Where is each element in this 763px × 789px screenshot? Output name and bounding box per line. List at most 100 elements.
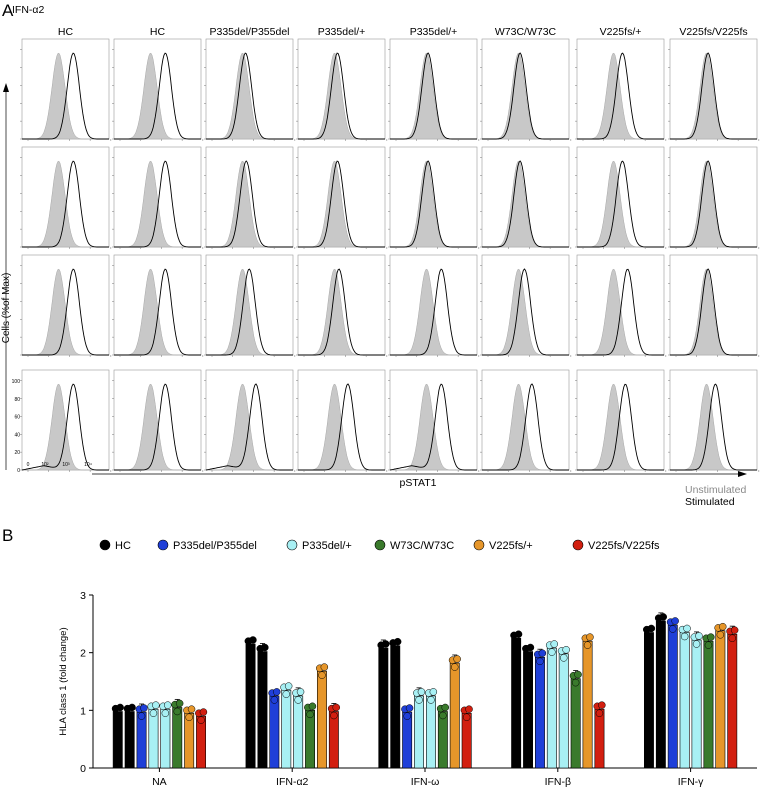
y-tick-label: 2 — [80, 648, 86, 660]
x-tick-label-1: 0 — [27, 462, 30, 468]
bar-IFN-α2-8 — [328, 711, 339, 769]
bar-IFN-ω-7 — [449, 662, 460, 769]
legend-marker-4 — [374, 539, 386, 551]
x-axis-label: pSTAT1 — [400, 477, 437, 489]
histogram-cell-r3-c1 — [20, 254, 112, 357]
replicate-point — [695, 632, 703, 640]
replicate-point — [417, 688, 426, 696]
replicate-point — [415, 696, 423, 704]
bar-IFN-α2-1 — [245, 643, 256, 769]
bar-NA-4 — [148, 708, 159, 769]
replicate-point — [273, 688, 281, 696]
histogram-cell-r2-c5 — [388, 146, 480, 249]
replicate-point — [296, 688, 305, 696]
bar-IFN-β-3 — [534, 656, 545, 769]
replicate-point — [405, 704, 414, 712]
column-header-3: P335del/P355del — [210, 26, 290, 38]
histogram-cell-r3-c6 — [480, 254, 572, 357]
bar-NA-2 — [124, 711, 135, 769]
stimulated-histogram — [114, 383, 201, 471]
replicate-point — [284, 682, 293, 690]
replicate-point — [306, 710, 314, 719]
replicate-point — [574, 670, 582, 679]
bar-IFN-α2-3 — [269, 695, 280, 769]
replicate-point — [657, 621, 665, 629]
stimulated-histogram — [482, 383, 569, 471]
bar-IFN-γ-7 — [715, 630, 726, 769]
replicate-point — [382, 640, 390, 648]
replicate-point — [645, 632, 653, 641]
replicate-point — [173, 707, 181, 716]
x-axis-arrow-head — [738, 471, 747, 477]
histogram-cell-r4-c1 — [20, 369, 112, 472]
replicate-point — [669, 625, 677, 633]
x-tick-label-4: IFN-β — [545, 776, 571, 788]
replicate-point — [282, 690, 290, 698]
stimulated-histogram — [22, 160, 109, 248]
replicate-point — [583, 641, 592, 649]
replicate-point — [453, 655, 461, 663]
column-header-6: W73C/W73C — [495, 26, 557, 38]
x-tick-label-1: NA — [152, 776, 167, 788]
replicate-point — [379, 648, 388, 656]
histogram-cell-r1-c5 — [388, 38, 480, 141]
stimulated-histogram — [390, 268, 477, 356]
stimulated-histogram — [482, 160, 569, 248]
replicate-point — [137, 712, 146, 720]
y-tick-label-60: 60 — [14, 415, 20, 421]
replicate-point — [659, 613, 667, 621]
replicate-point — [671, 617, 679, 625]
bar-NA-5 — [160, 708, 171, 769]
histogram-cell-r2-c8 — [668, 146, 760, 249]
bar-IFN-ω-2 — [390, 645, 401, 769]
row-label-1: IFN-α2 — [12, 4, 44, 16]
replicate-point — [152, 701, 160, 709]
y-tick-label-40: 40 — [14, 432, 20, 438]
legend-marker-3 — [286, 539, 298, 551]
histogram-cell-r1-c8 — [668, 38, 760, 141]
stimulated-histogram — [670, 383, 757, 471]
replicate-point — [524, 651, 532, 660]
replicate-point — [318, 671, 326, 679]
legend-label-1: HC — [115, 540, 131, 552]
bar-NA-7 — [184, 712, 195, 769]
bar-IFN-γ-2 — [655, 620, 666, 769]
histogram-cell-r1-c7 — [575, 38, 667, 141]
stimulated-histogram — [390, 52, 477, 140]
replicate-point — [393, 637, 402, 646]
replicate-point — [429, 688, 438, 696]
stimulated-histogram — [22, 268, 109, 356]
replicate-point — [548, 648, 556, 656]
replicate-point — [512, 638, 520, 647]
replicate-point — [149, 709, 158, 717]
bar-NA-3 — [136, 711, 147, 769]
histogram-cell-r1-c3 — [204, 38, 296, 141]
replicate-point — [332, 703, 340, 712]
y-tick-label: 3 — [80, 590, 86, 602]
histogram-cell-r4-c6 — [480, 369, 572, 472]
bar-IFN-ω-6 — [437, 711, 448, 769]
histogram-cell-r4-c3 — [204, 369, 296, 472]
stimulated-histogram — [577, 160, 664, 248]
replicate-point — [586, 633, 594, 641]
y-axis-arrow-head — [3, 83, 9, 92]
column-header-5: P335del/+ — [410, 26, 458, 38]
stimulated-histogram — [114, 268, 201, 356]
stimulated-histogram — [298, 160, 385, 248]
replicate-point — [140, 704, 148, 712]
bar-IFN-β-4 — [546, 647, 557, 769]
column-header-4: P335del/+ — [318, 26, 366, 38]
legend-label-6: V225fs/V225fs — [588, 540, 660, 552]
y-tick-label: 1 — [80, 705, 86, 717]
replicate-point — [730, 626, 739, 634]
replicate-point — [175, 699, 184, 708]
legend-marker-1 — [99, 539, 111, 551]
stimulated-histogram — [670, 52, 757, 140]
y-axis-label: Cells (%of Max) — [1, 273, 12, 344]
y-tick-label-20: 20 — [14, 450, 20, 456]
replicate-point — [716, 631, 725, 639]
bar-IFN-ω-8 — [461, 712, 472, 769]
replicate-point — [707, 633, 715, 641]
legend-unstimulated: Unstimulated — [685, 484, 746, 496]
stimulated-histogram — [390, 160, 477, 248]
